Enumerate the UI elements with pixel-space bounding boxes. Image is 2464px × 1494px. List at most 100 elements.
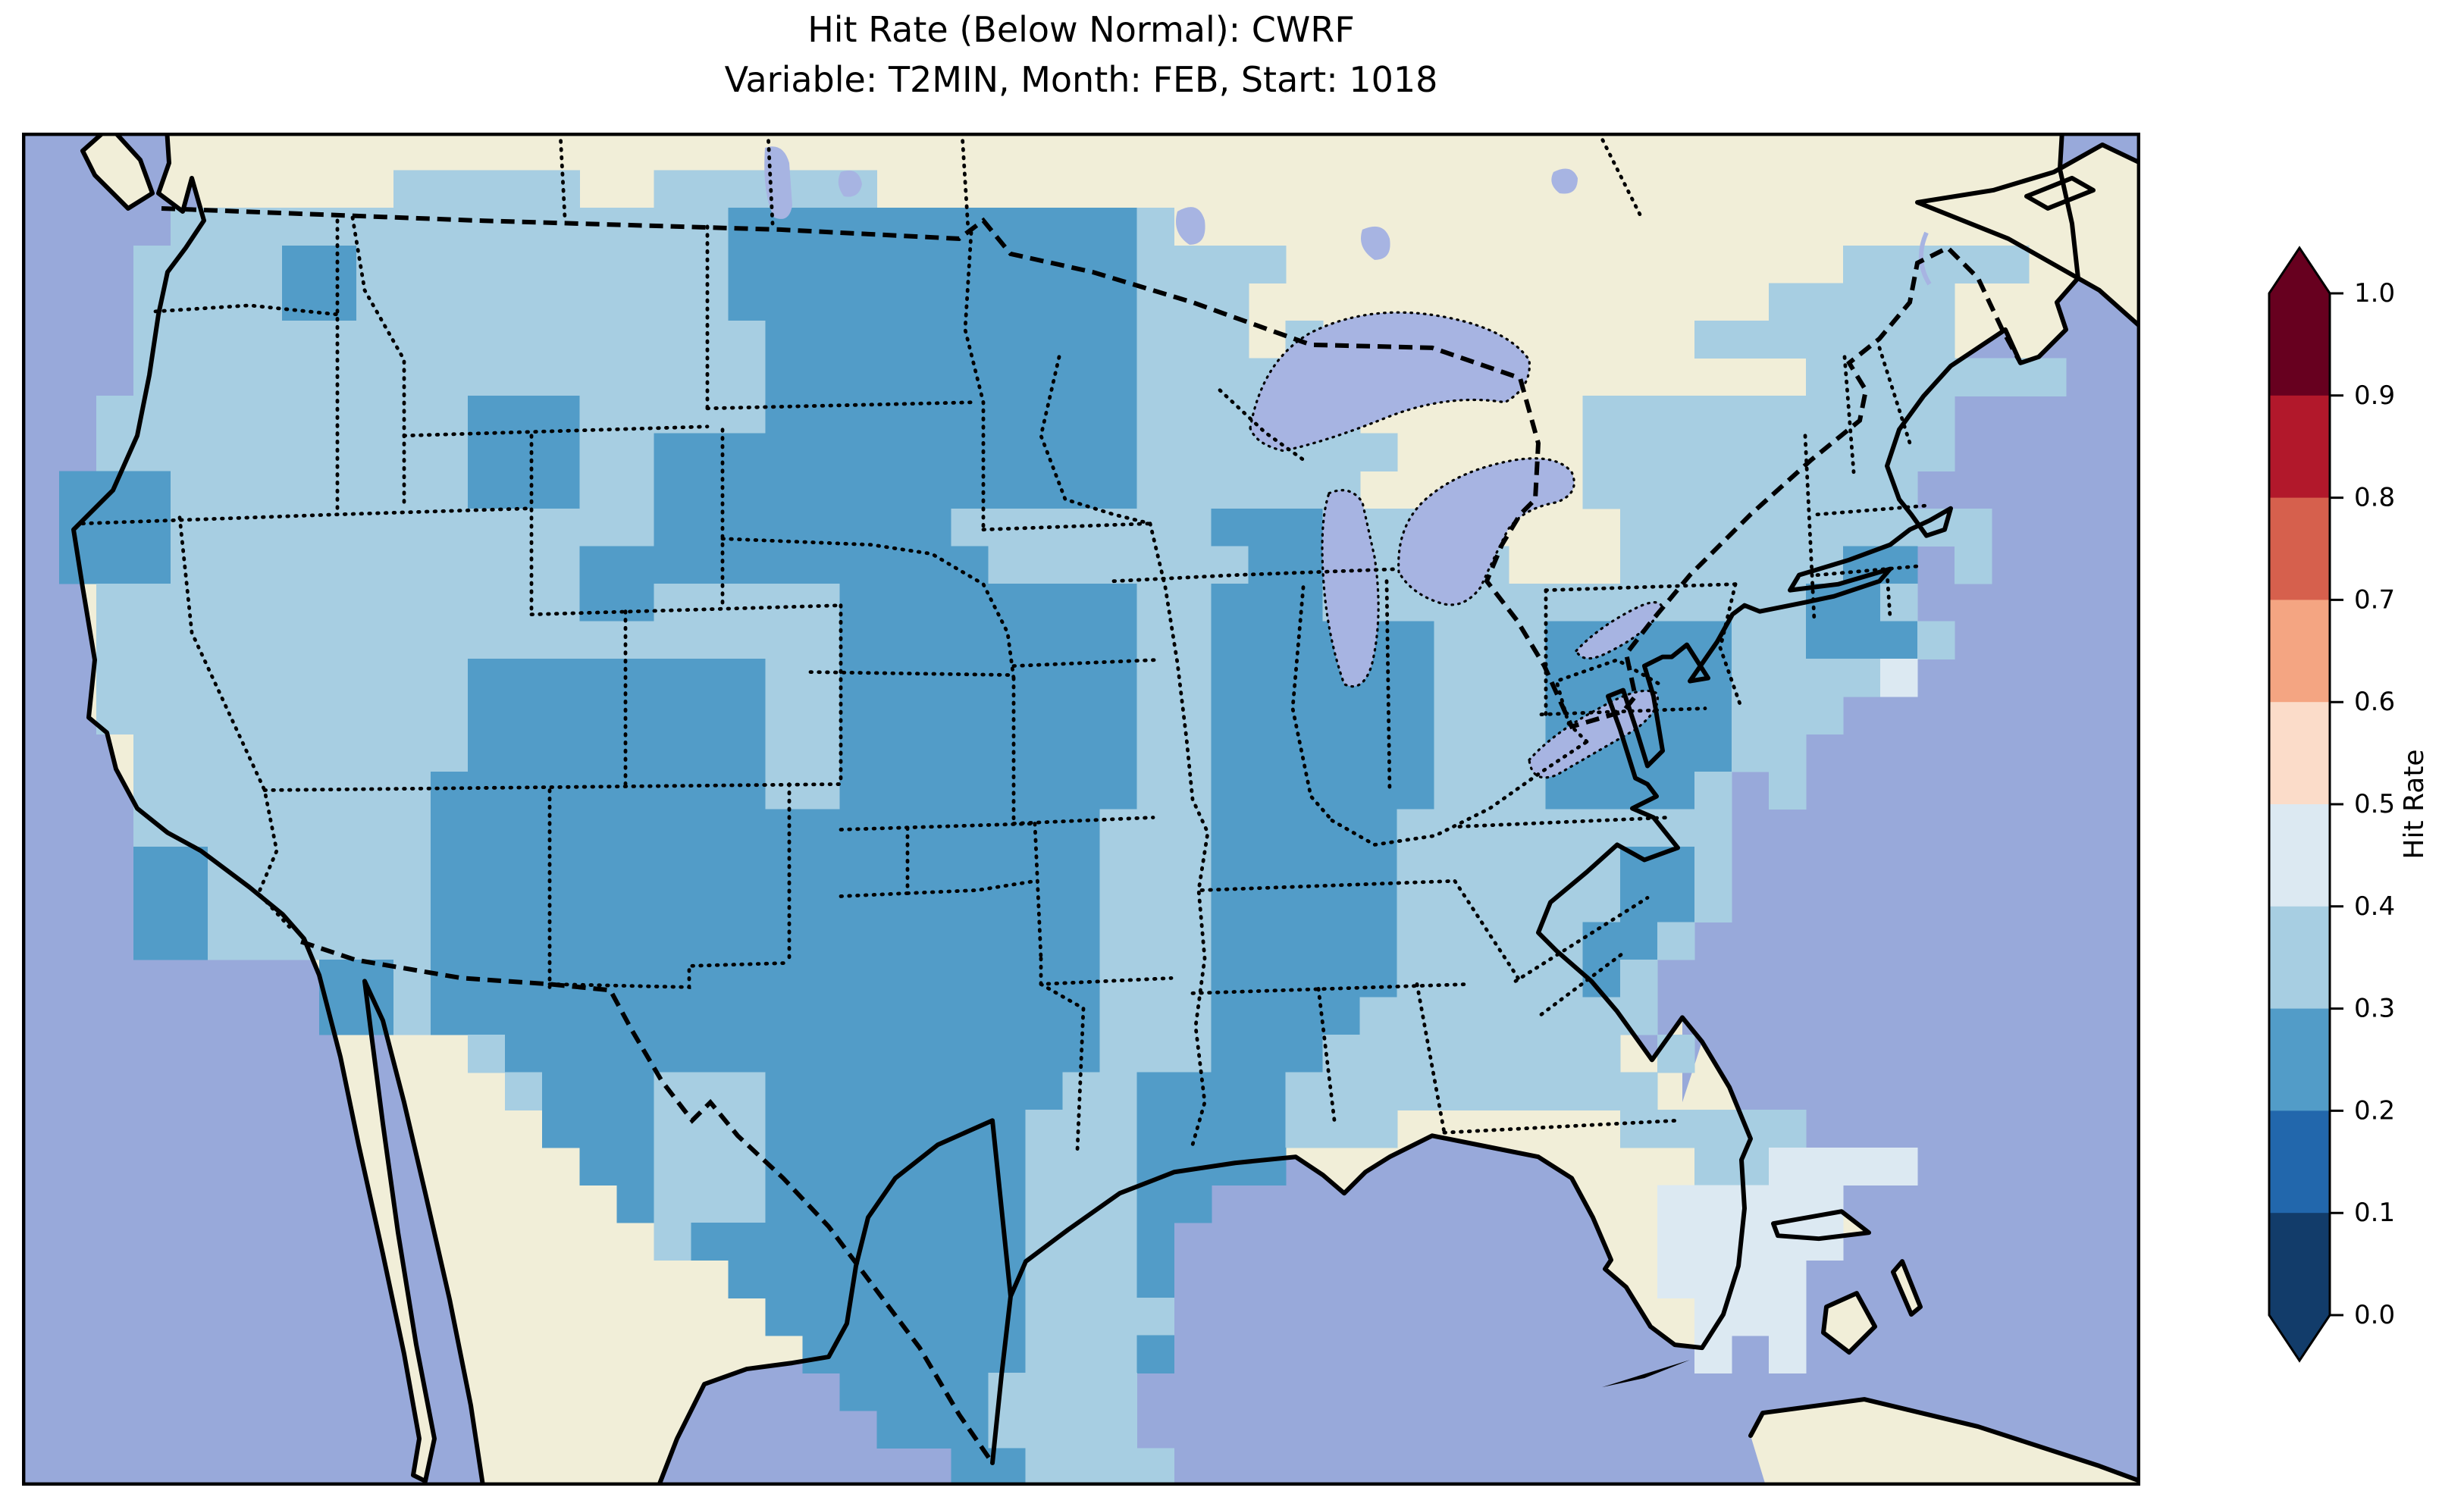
hit-rate-cell (1694, 884, 1732, 922)
hit-rate-cell (1099, 1373, 1138, 1411)
hit-rate-cell (1842, 433, 1881, 471)
hit-rate-cell (1842, 283, 1881, 321)
hit-rate-cell (1694, 1222, 1732, 1261)
hit-rate-cell (1062, 847, 1101, 885)
hit-rate-cell (1768, 1260, 1807, 1298)
hit-rate-cell (1582, 659, 1621, 697)
hit-rate-cell (654, 1147, 692, 1186)
hit-rate-cell (1062, 320, 1101, 359)
hit-rate-cell (393, 997, 431, 1035)
hit-rate-cell (876, 1410, 915, 1449)
hit-rate-cell (1174, 734, 1212, 772)
hit-rate-cell (654, 584, 692, 622)
hit-rate-cell (728, 884, 766, 922)
hit-rate-cell (728, 659, 766, 697)
bahamas-coast (1771, 1209, 1923, 1355)
hit-rate-cell (1099, 621, 1138, 659)
hit-rate-cell (1211, 922, 1249, 960)
hit-rate-cell (765, 396, 804, 434)
hit-rate-cell (988, 546, 1027, 584)
hit-rate-cell (171, 546, 208, 584)
hit-rate-cell (468, 997, 506, 1035)
hit-rate-cell (1434, 621, 1472, 659)
hit-rate-cell (468, 696, 506, 735)
hit-rate-cell (542, 659, 580, 697)
hit-rate-cell (96, 621, 134, 659)
hit-rate-cell (839, 997, 878, 1035)
hit-rate-cell (988, 696, 1027, 735)
hit-rate-cell (96, 584, 134, 622)
hit-rate-cell (245, 809, 283, 847)
hit-rate-cell (59, 471, 97, 509)
hit-rate-cell (1471, 659, 1509, 697)
hit-rate-cell (876, 922, 915, 960)
hit-rate-cell (839, 1335, 878, 1373)
hit-rate-cell (1582, 1072, 1621, 1110)
hit-rate-cell (654, 997, 692, 1035)
hit-rate-cell (616, 884, 654, 922)
hit-rate-cell (616, 471, 654, 509)
hit-rate-cell (542, 847, 580, 885)
hit-rate-cell (616, 283, 654, 321)
hit-rate-cell (876, 546, 915, 584)
hit-rate-cell (691, 358, 729, 396)
hit-rate-cell (1062, 809, 1101, 847)
hit-rate-cell (951, 1373, 989, 1411)
canadian-lake-1 (1176, 207, 1205, 245)
hit-rate-cell (1731, 1185, 1770, 1223)
hit-rate-cell (1694, 508, 1732, 547)
hit-rate-cell (914, 884, 952, 922)
hit-rate-cell (914, 1260, 952, 1298)
hit-rate-cell (1099, 396, 1138, 434)
hit-rate-cell (1397, 997, 1435, 1035)
hit-rate-cell (171, 696, 208, 735)
hit-rate-cell (245, 508, 283, 547)
hit-rate-cell (1582, 771, 1621, 810)
figure-title: Hit Rate (Below Normal): CWRF Variable: … (22, 5, 2140, 105)
hit-rate-cell (1248, 1147, 1287, 1186)
hit-rate-cell (1211, 809, 1249, 847)
hit-rate-cell (1471, 997, 1509, 1035)
hit-rate-cell (1508, 621, 1547, 659)
hit-rate-cell (876, 1072, 915, 1110)
hit-rate-cell (1211, 546, 1249, 584)
hit-rate-cell (319, 922, 357, 960)
hit-rate-cell (1062, 396, 1101, 434)
hit-rate-cell (1136, 734, 1175, 772)
hit-rate-cell (579, 1110, 617, 1148)
hit-rate-cell (765, 320, 804, 359)
hit-rate-cell (1062, 1410, 1101, 1449)
international-borders (161, 205, 2023, 1464)
hit-rate-cell (765, 1110, 804, 1148)
hit-rate-cell (1768, 396, 1807, 434)
hit-rate-cell (319, 659, 357, 697)
hit-rate-cell (393, 245, 431, 284)
hit-rate-cell (1211, 471, 1249, 509)
hit-rate-cell (876, 358, 915, 396)
hit-rate-cell (431, 508, 469, 547)
hit-rate-cell (802, 208, 841, 246)
hit-rate-cell (1582, 471, 1621, 509)
hit-rate-cell (208, 696, 246, 735)
hit-rate-cell (171, 245, 208, 284)
hit-rate-cell (579, 959, 617, 998)
hit-rate-cell (1099, 358, 1138, 396)
hit-rate-cell (1062, 433, 1101, 471)
hit-rate-cell (691, 1034, 729, 1073)
hit-rate-cell (1545, 959, 1584, 998)
hit-rate-cell (1694, 1185, 1732, 1223)
hit-rate-cell (988, 1034, 1027, 1073)
hit-rate-cell (1211, 771, 1249, 810)
hit-rate-cell (1359, 959, 1398, 998)
hit-rate-cell (1322, 734, 1361, 772)
hit-rate-cell (1657, 1260, 1695, 1298)
hit-rate-cell (1471, 1072, 1509, 1110)
hit-rate-cell (728, 1147, 766, 1186)
hit-rate-cell (1285, 997, 1324, 1035)
hit-rate-cell (1694, 584, 1732, 622)
hit-rate-cell (616, 358, 654, 396)
hit-rate-cell (1731, 433, 1770, 471)
colorbar-tick-label: 0.9 (2354, 381, 2395, 411)
hit-rate-cell (96, 659, 134, 697)
hit-rate-cell (728, 358, 766, 396)
